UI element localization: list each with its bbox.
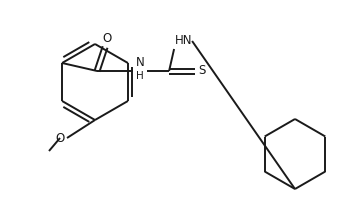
Text: N: N xyxy=(136,57,144,70)
Text: O: O xyxy=(55,132,65,145)
Text: S: S xyxy=(199,64,206,78)
Text: HN: HN xyxy=(175,35,193,47)
Text: O: O xyxy=(103,32,112,46)
Text: H: H xyxy=(136,71,144,81)
